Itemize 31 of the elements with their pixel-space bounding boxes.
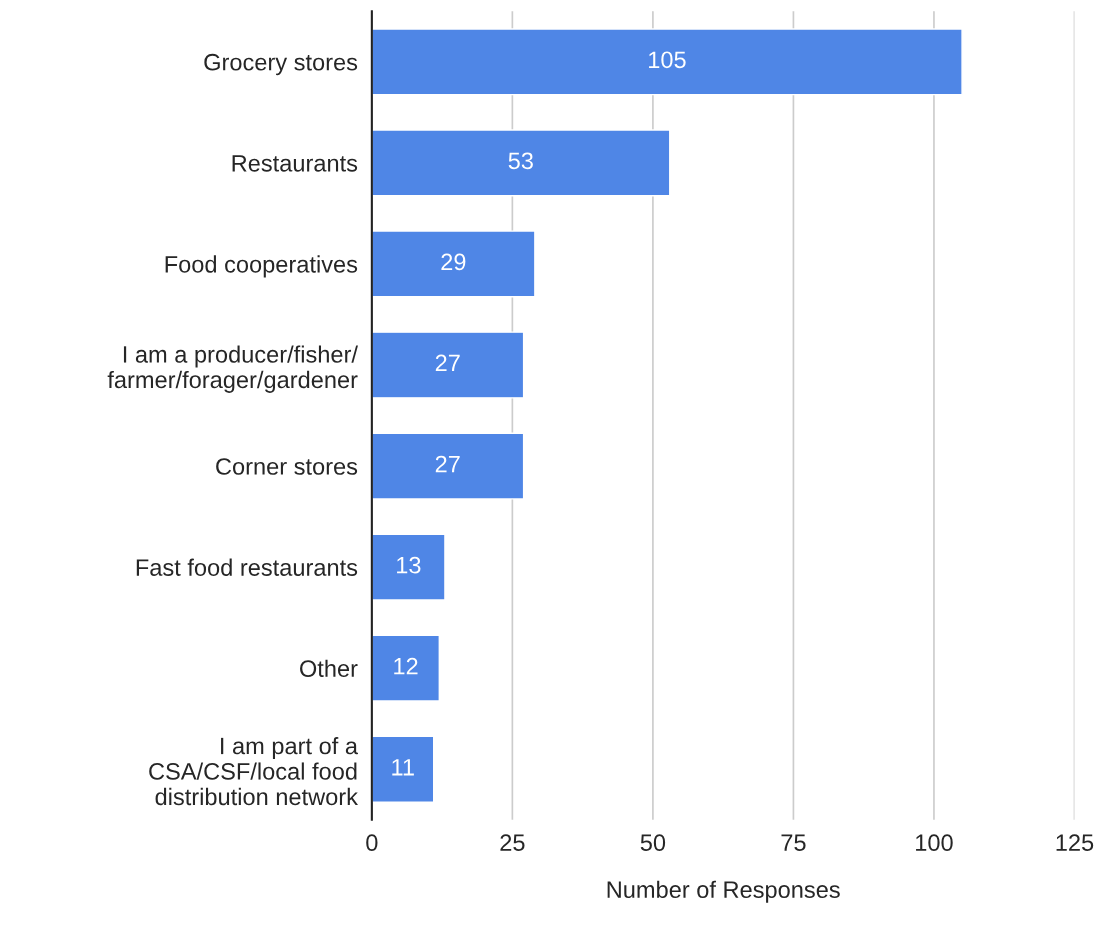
y-tick-label: Other — [300, 659, 358, 677]
data-label: 11 — [392, 759, 414, 776]
data-label: 27 — [435, 455, 460, 473]
bar — [371, 735, 435, 803]
bar — [371, 28, 963, 96]
x-tick-label: 50 — [640, 834, 666, 852]
data-label: 29 — [441, 253, 466, 271]
bar — [371, 432, 525, 500]
data-label: 13 — [397, 556, 421, 574]
data-label: 105 — [649, 51, 686, 69]
y-tick-label: Grocery stores — [204, 53, 358, 76]
y-tick-label: I am part of a CSA/CSF/local food distribution network — [149, 737, 359, 806]
x-tick-label: 0 — [366, 834, 378, 852]
data-label: 53 — [508, 152, 533, 170]
y-tick-label: Restaurants — [232, 155, 358, 172]
y-tick-label: Fast food restaurants — [136, 558, 358, 576]
x-tick-label: 75 — [781, 834, 806, 852]
bar — [371, 129, 671, 197]
x-tick-label: 125 — [1056, 834, 1094, 852]
x-axis-title: Number of Responses — [607, 880, 840, 903]
bar — [371, 634, 440, 702]
y-tick-label: Corner stores — [216, 458, 358, 475]
y-tick-label: Food cooperatives — [165, 255, 358, 278]
x-tick-label: 25 — [500, 834, 525, 852]
bar — [371, 331, 525, 399]
x-tick-label: 100 — [916, 834, 953, 852]
bar — [371, 230, 536, 298]
data-label: 27 — [435, 354, 460, 372]
y-tick-label: I am a producer/fisher/ farmer/forager/gardener — [107, 345, 358, 393]
bar — [371, 533, 446, 601]
data-label: 12 — [394, 657, 418, 675]
